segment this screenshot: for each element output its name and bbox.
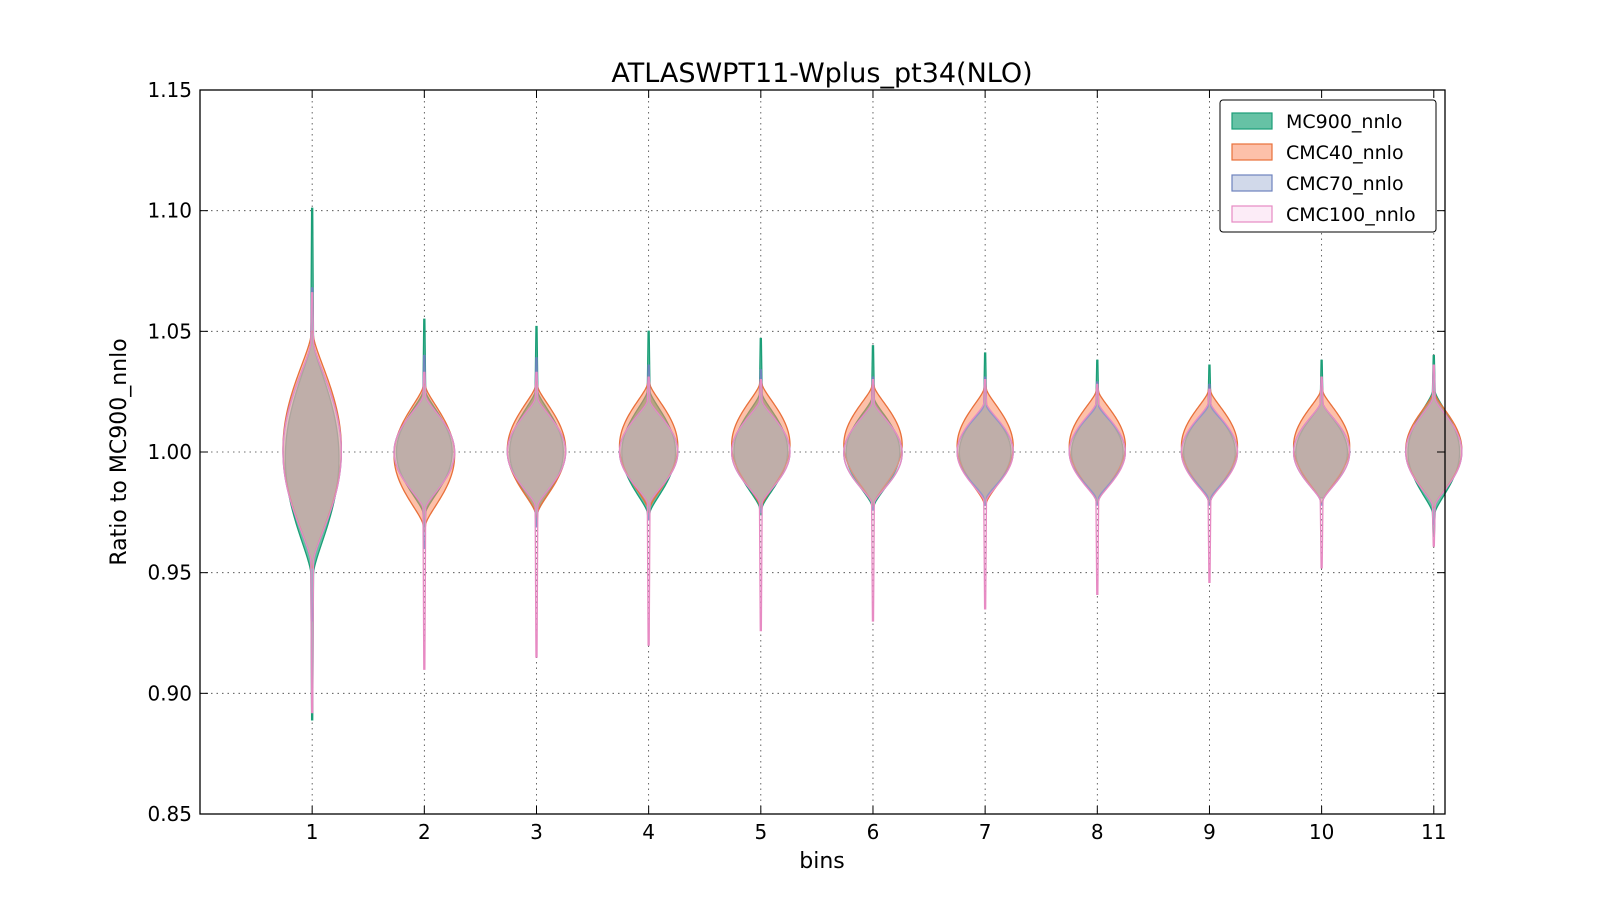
y-axis-title: Ratio to MC900_nnlo [107, 338, 132, 565]
x-tick-label: 4 [642, 820, 655, 844]
violin-CMC100_nnlo-bin-11 [1405, 364, 1463, 547]
x-tick-label: 3 [530, 820, 543, 844]
x-tick-label: 8 [1091, 820, 1104, 844]
violin-CMC100_nnlo-bin-2 [393, 371, 456, 670]
y-tick-label: 0.90 [147, 681, 192, 705]
violin-CMC100_nnlo-bin-4 [618, 376, 679, 646]
legend-label: MC900_nnlo [1286, 111, 1402, 133]
legend-frame [1219, 99, 1437, 233]
ticks [200, 89, 1445, 815]
violin-CMC100_nnlo-bin-3 [506, 371, 567, 658]
violin-series-CMC100_nnlo [282, 292, 1463, 714]
x-tick-label: 1 [306, 820, 319, 844]
x-axis-tick-labels: 1 2 3 4 5 6 7 8 9 10 11 [306, 820, 1447, 844]
chart-title: ATLASWPT11-Wplus_pt34(NLO) [611, 58, 1032, 89]
legend: MC900_nnlo CMC40_nnlo CMC70_nnlo CMC100_nnl… [1219, 99, 1437, 233]
x-tick-label: 7 [979, 820, 992, 844]
violin-CMC100_nnlo-bin-9 [1180, 388, 1239, 583]
x-axis-title: bins [799, 849, 844, 874]
legend-label: CMC100_nnlo [1286, 204, 1416, 226]
y-tick-label: 1.10 [147, 199, 192, 223]
x-tick-label: 2 [418, 820, 431, 844]
violin-CMC100_nnlo-bin-5 [731, 378, 791, 632]
grid [200, 90, 1445, 814]
legend-label: CMC40_nnlo [1286, 142, 1404, 164]
violin-CMC100_nnlo-bin-6 [843, 378, 903, 622]
x-tick-label: 9 [1203, 820, 1216, 844]
y-tick-label: 1.05 [147, 319, 192, 343]
x-tick-label: 10 [1309, 820, 1334, 844]
y-axis-tick-labels: 0.85 0.90 0.95 1.00 1.05 1.10 1.15 [147, 78, 192, 826]
y-tick-label: 0.95 [147, 561, 192, 585]
legend-swatch-CMC40_nnlo [1231, 143, 1273, 161]
violin-CMC100_nnlo-bin-7 [956, 378, 1014, 610]
x-tick-label: 6 [867, 820, 880, 844]
violins [282, 207, 1463, 721]
y-tick-label: 1.15 [147, 78, 192, 102]
x-tick-label: 11 [1421, 820, 1446, 844]
legend-swatch-CMC100_nnlo [1231, 205, 1273, 223]
x-tick-label: 5 [754, 820, 767, 844]
violin-CMC100_nnlo-bin-1 [282, 292, 342, 714]
y-tick-label: 0.85 [147, 802, 192, 826]
violin-series-CMC40_nnlo [282, 330, 1463, 569]
legend-swatch-CMC70_nnlo [1231, 174, 1273, 192]
legend-swatch-MC900_nnlo [1231, 112, 1273, 130]
y-tick-label: 1.00 [147, 440, 192, 464]
violin-CMC100_nnlo-bin-8 [1068, 383, 1126, 596]
legend-entries: MC900_nnlo CMC40_nnlo CMC70_nnlo CMC100_nnl… [1231, 111, 1416, 226]
violin-CMC100_nnlo-bin-10 [1292, 376, 1351, 569]
legend-label: CMC70_nnlo [1286, 173, 1404, 195]
